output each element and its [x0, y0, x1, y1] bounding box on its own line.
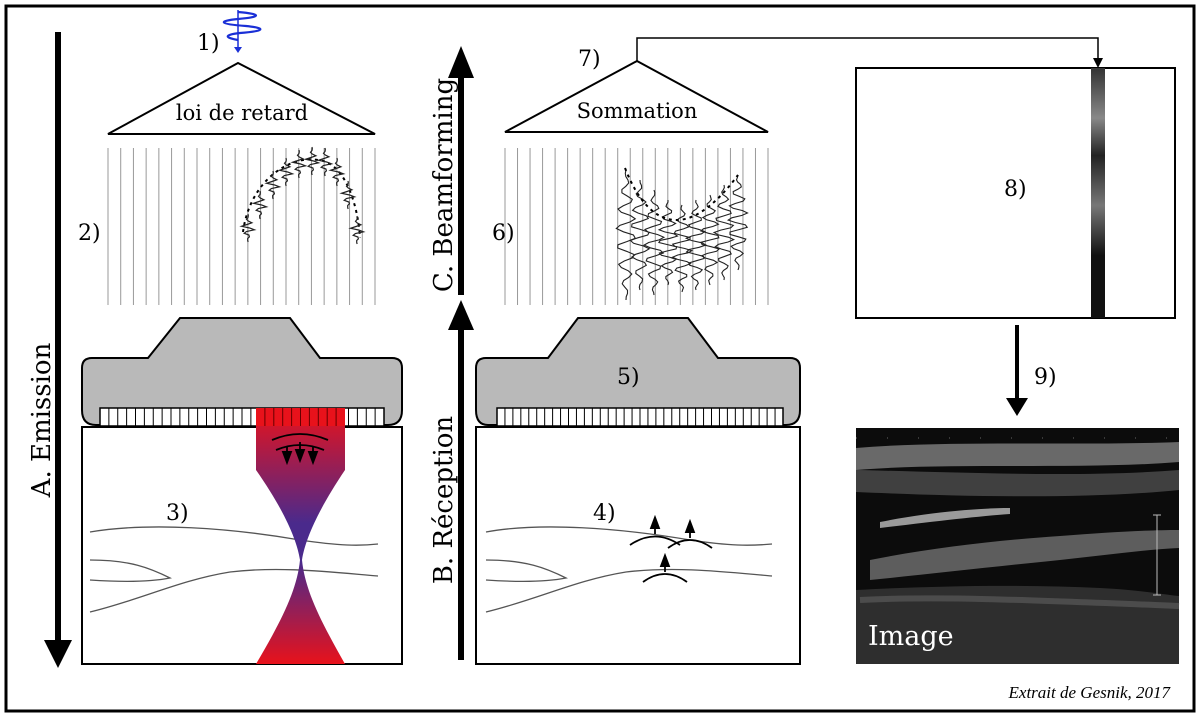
emission-arrow-head: [44, 640, 72, 668]
echo-signal: [642, 189, 666, 296]
wavelet: [316, 147, 334, 177]
echo-signal: [699, 194, 721, 286]
reconstructed-image-line: [1091, 68, 1105, 318]
summation-triangle: [504, 59, 769, 133]
wavefront-arcs: [271, 433, 329, 466]
wavelet: [290, 149, 308, 179]
step-1-label: 1): [197, 31, 220, 56]
summation-to-line-connector: [636, 37, 1099, 64]
reception-label: B. Réception: [429, 416, 459, 585]
wavelet: [239, 213, 257, 243]
wavelet: [264, 170, 282, 200]
step-9-label: 9): [1034, 365, 1057, 390]
reception-vessel-lines: [485, 526, 773, 613]
reception-echo-signals: [615, 169, 749, 301]
echo-signal: [712, 184, 736, 281]
reception-delay-curve: [624, 167, 739, 221]
wavelet: [339, 180, 357, 210]
reception-arrow-head: [448, 300, 474, 330]
echo-scatterers: [629, 514, 713, 583]
active-element-dividers: [264, 408, 337, 426]
step-7-label: 7): [578, 47, 601, 72]
echo-signal: [726, 174, 749, 271]
connector-arrow-head: [1093, 58, 1103, 68]
wavelet: [251, 190, 269, 220]
emission-label: A. Emission: [27, 342, 57, 498]
step-5-label: 5): [617, 365, 640, 390]
echo-signal: [657, 200, 679, 286]
wavelet: [303, 146, 321, 176]
image-label: Image: [868, 621, 954, 652]
echo-signal: [615, 169, 637, 301]
wavelet: [328, 157, 346, 187]
step-6-label: 6): [492, 221, 515, 246]
ultrasound-image: [856, 428, 1180, 664]
step-3-label: 3): [166, 501, 189, 526]
step-2-label: 2): [78, 221, 101, 246]
emission-delay-curve: [242, 158, 361, 239]
emission-probe: [81, 317, 403, 427]
emission-vessel-lines: [89, 526, 379, 613]
delay-law-triangle: [107, 61, 376, 135]
beamforming-label: C. Beamforming: [429, 78, 459, 292]
step-8-label: 8): [1004, 177, 1027, 202]
summation-label: Sommation: [577, 99, 698, 123]
beamforming-arrow-head: [448, 46, 474, 78]
wavelet: [348, 215, 366, 245]
pulse-icon: [222, 10, 262, 53]
emission-delay-wavelets: [239, 146, 366, 245]
outer-frame: [4, 4, 1196, 713]
reception-transducer-elements: [504, 408, 776, 426]
reception-probe: [475, 317, 801, 427]
credit-caption: Extrait de Gesnik, 2017: [1008, 683, 1172, 702]
image-line-box: [855, 67, 1176, 319]
wavelet: [277, 157, 295, 187]
step-4-label: 4): [593, 501, 616, 526]
echo-signal: [629, 179, 651, 291]
focused-beam: [256, 408, 345, 664]
step-9-arrow-head: [1006, 398, 1028, 416]
reception-element-lines: [504, 148, 769, 305]
delay-law-label: loi de retard: [176, 101, 308, 125]
